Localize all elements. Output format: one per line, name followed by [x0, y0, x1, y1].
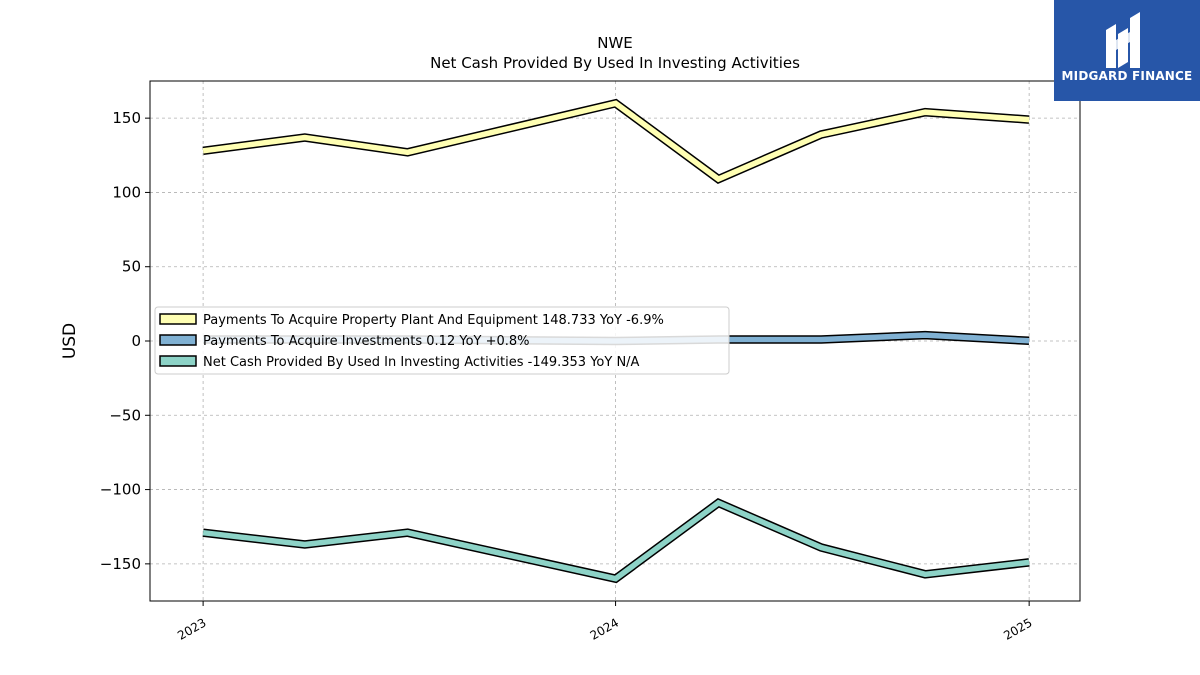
- legend-entry: Payments To Acquire Investments 0.12 YoY…: [203, 334, 530, 349]
- legend-entry: Payments To Acquire Property Plant And E…: [203, 313, 664, 328]
- series-line: [202, 98, 1030, 184]
- y-tick-label: 50: [122, 258, 141, 276]
- x-tick-label: 2024: [588, 615, 621, 642]
- legend-entry: Net Cash Provided By Used In Investing A…: [203, 355, 640, 370]
- y-tick-label: 0: [131, 332, 141, 350]
- y-tick-label: −100: [100, 481, 141, 499]
- logo-mark-icon: [1106, 12, 1140, 68]
- y-tick-label: −150: [100, 555, 141, 573]
- y-tick-label: −50: [109, 406, 141, 424]
- legend-swatch: [159, 334, 197, 346]
- y-axis-label: USD: [60, 323, 80, 359]
- midgard-finance-logo: MIDGARD FINANCE: [1054, 0, 1200, 101]
- legend-swatch: [159, 313, 197, 325]
- logo-text: MIDGARD FINANCE: [1061, 69, 1193, 83]
- ticks: 150 100 50 0 −50 −100 −150 2023 2024 2025: [100, 109, 1035, 643]
- series-line: [202, 498, 1030, 584]
- legend: Payments To Acquire Property Plant And E…: [154, 306, 730, 375]
- legend-swatch: [159, 355, 197, 367]
- chart-subtitle: Net Cash Provided By Used In Investing A…: [430, 54, 800, 72]
- legend-box: [154, 306, 730, 375]
- series-layer: [202, 98, 1030, 584]
- chart-title: NWE: [597, 34, 633, 52]
- x-tick-label: 2023: [175, 615, 208, 642]
- y-tick-label: 100: [112, 183, 141, 201]
- x-tick-label: 2025: [1001, 615, 1034, 642]
- y-tick-label: 150: [112, 109, 141, 127]
